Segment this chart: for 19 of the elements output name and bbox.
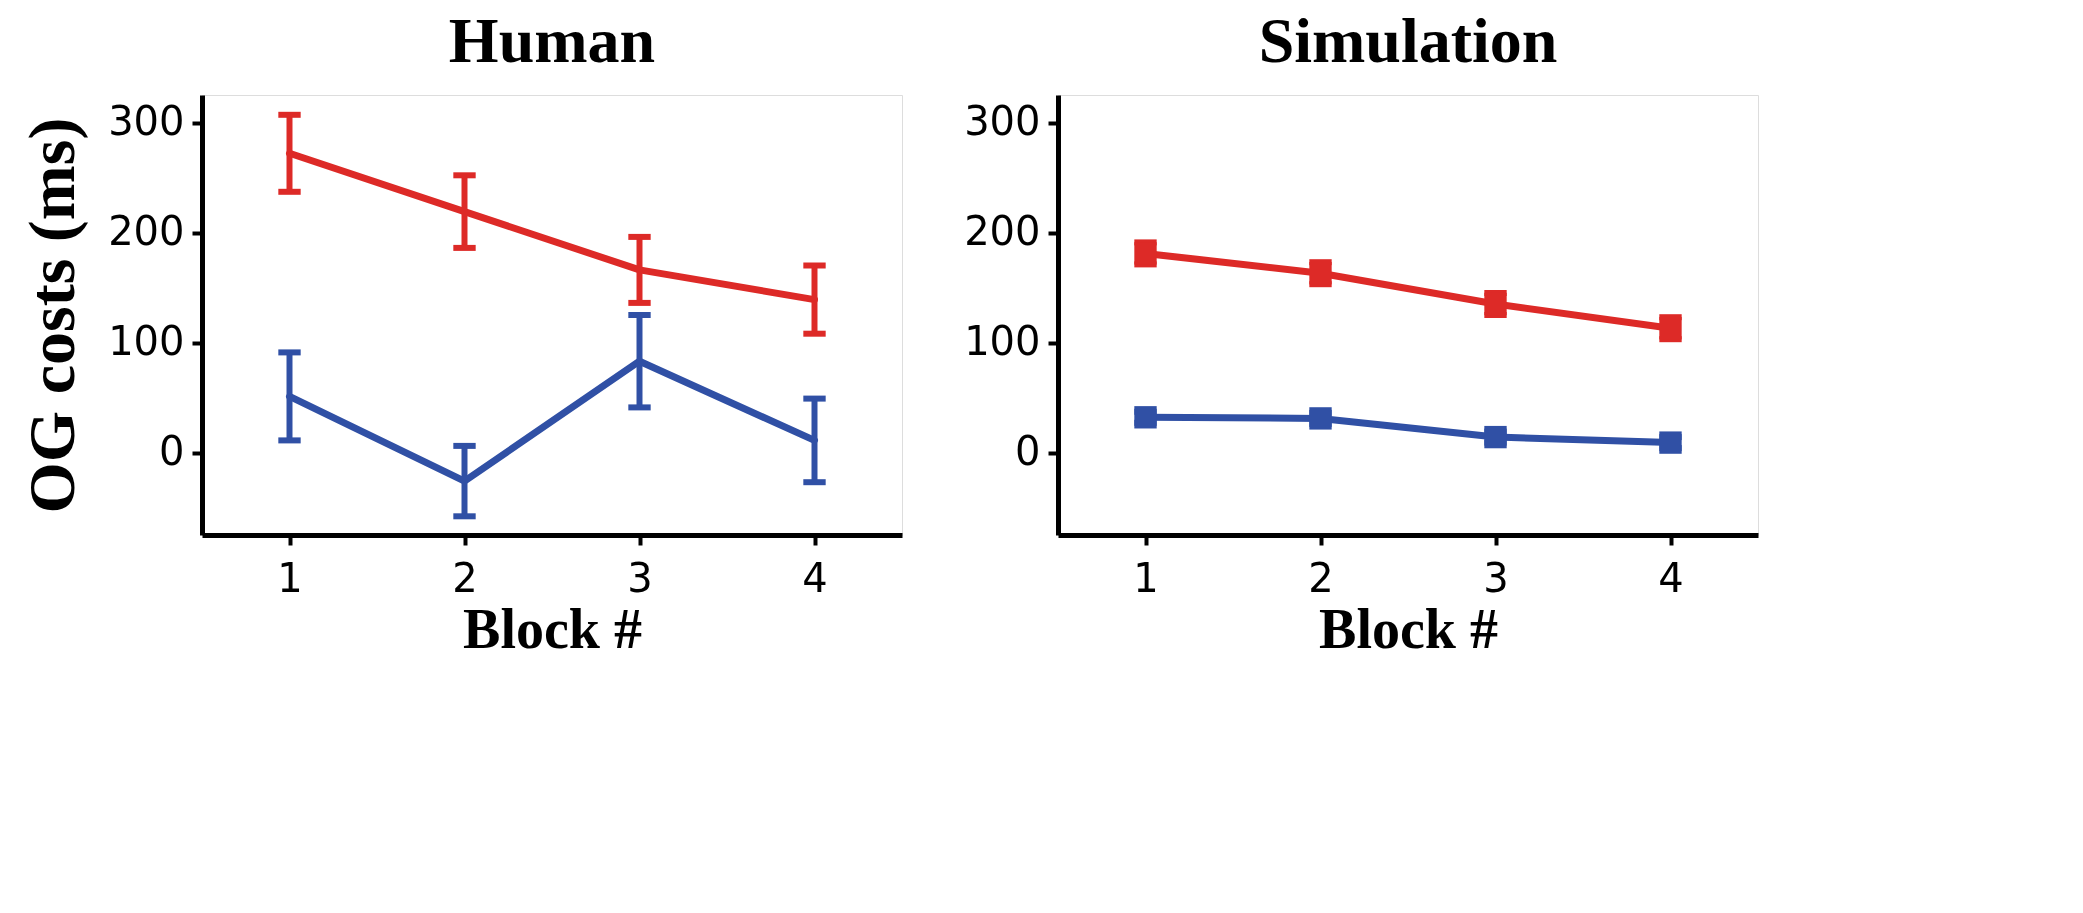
y-tick-label: 100 (108, 318, 185, 364)
y-tick-label: 300 (108, 98, 185, 144)
x-tick-label: 4 (802, 554, 828, 601)
point (1134, 406, 1157, 429)
y-tick-label: 200 (964, 208, 1041, 254)
point (1659, 431, 1682, 454)
y-tick-label: 200 (108, 208, 185, 254)
y-tick-label: 0 (1015, 428, 1041, 474)
point (1309, 407, 1332, 430)
y-tick-label: 0 (159, 428, 185, 474)
y-tick-label: 300 (964, 98, 1041, 144)
y-axis-title: OG costs (ms) (15, 117, 90, 514)
x-tick-label: 4 (1658, 554, 1684, 601)
y-tick-label: 100 (964, 318, 1041, 364)
chart-title: Human (448, 5, 656, 76)
point (1484, 425, 1507, 449)
x-tick-label: 1 (277, 554, 303, 601)
x-tick-label: 1 (1133, 554, 1159, 601)
chart-title: Simulation (1258, 5, 1558, 76)
